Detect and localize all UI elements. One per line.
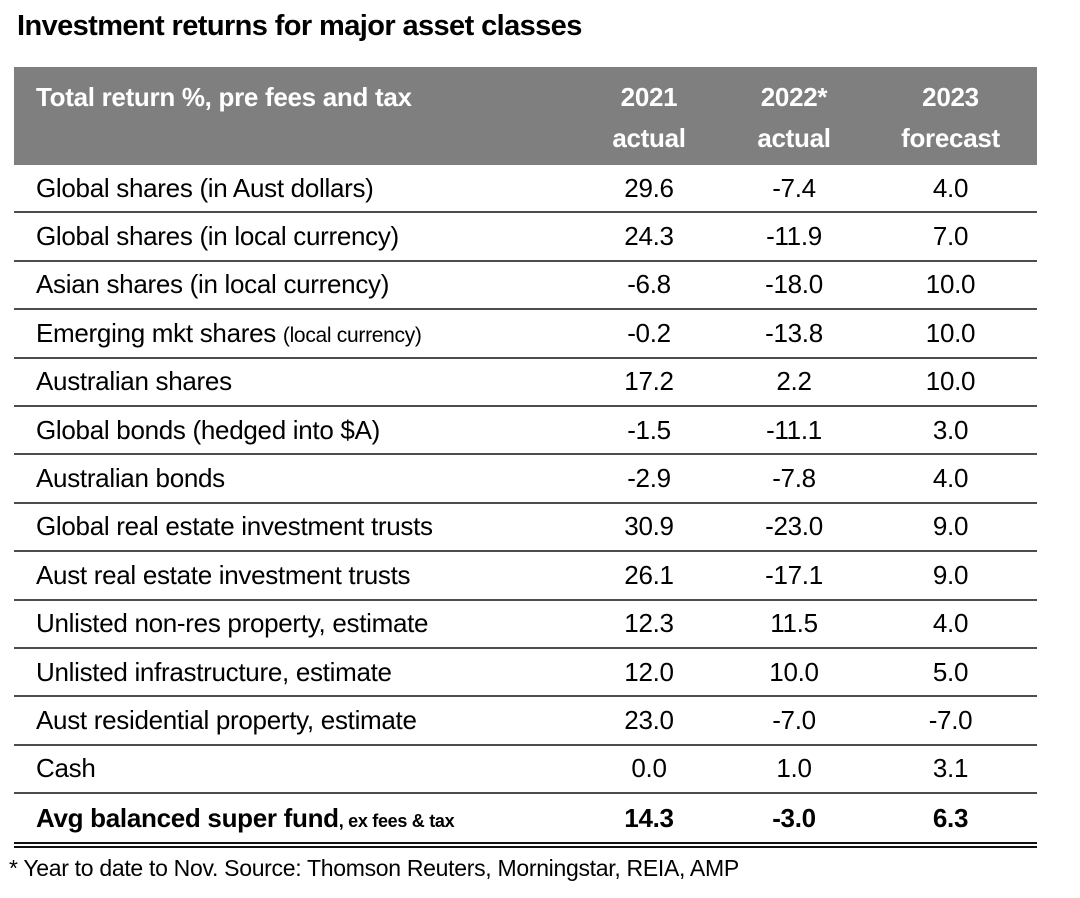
row-value: 12.0 <box>624 656 674 687</box>
row-value: 10.0 <box>925 269 976 300</box>
header-sub-2021: actual <box>612 123 686 153</box>
row-label: Cash <box>36 753 96 784</box>
table-row: Unlisted non-res property, estimate 12.3 1… <box>14 601 1037 649</box>
row-label: Aust residential property, estimate <box>36 704 417 735</box>
header-col-2021: 2021 actual <box>574 67 724 165</box>
row-value: 30.9 <box>624 511 674 542</box>
row-value: 29.6 <box>624 172 674 203</box>
row-value: 0.0 <box>631 753 667 784</box>
table-header-row: Total return %, pre fees and tax 2021 ac… <box>14 67 1037 165</box>
row-label: Global shares (in local currency) <box>36 221 399 252</box>
row-value: 10.0 <box>925 317 976 348</box>
table-row: Asian shares (in local currency) -6.8 -18.… <box>14 262 1037 311</box>
row-value: 6.3 <box>932 802 969 833</box>
header-year-2022: 2022* <box>760 82 828 112</box>
row-value: -2.9 <box>627 463 671 494</box>
source-footnote: * Year to date to Nov. Source: Thomson R… <box>9 855 739 881</box>
row-value: -7.4 <box>772 172 816 203</box>
table-row: Global shares (in Aust dollars) 29.6 -7.4 4… <box>14 165 1037 214</box>
table-row: Cash 0.0 1.0 3.1 <box>14 746 1037 795</box>
page-title: Investment returns for major asset class… <box>17 10 582 42</box>
row-value: 3.0 <box>932 414 969 445</box>
row-label: Global real estate investment trusts <box>36 511 433 542</box>
row-value: -3.0 <box>772 802 816 833</box>
row-value: -13.8 <box>765 317 823 348</box>
row-value: 11.5 <box>770 608 818 639</box>
row-value: -7.8 <box>772 463 816 494</box>
row-value: 14.3 <box>624 802 674 833</box>
table-row: Australian shares 17.2 2.2 10.0 <box>14 359 1037 407</box>
header-sub-2023: forecast <box>901 123 1000 153</box>
header-col-2023: 2023 forecast <box>864 67 1037 165</box>
row-label: Australian shares <box>36 366 232 397</box>
row-label: Unlisted non-res property, estimate <box>36 608 429 639</box>
row-value: -7.0 <box>772 704 816 735</box>
row-value: 1.0 <box>776 753 812 784</box>
table-row: Emerging mkt shares (local currency) -0.2… <box>14 310 1037 359</box>
returns-table: Total return %, pre fees and tax 2021 ac… <box>14 67 1037 849</box>
row-value: 26.1 <box>624 559 674 590</box>
table-row: Aust real estate investment trusts 26.1 -1… <box>14 552 1037 601</box>
row-value: 4.0 <box>932 463 969 494</box>
row-label: Unlisted infrastructure, estimate <box>36 656 392 687</box>
row-value: 4.0 <box>932 608 969 639</box>
table-bottom-border <box>14 842 1037 849</box>
row-value: 2.2 <box>776 366 812 397</box>
table-body: Global shares (in Aust dollars) 29.6 -7.4 4… <box>14 165 1037 842</box>
row-value: 10.0 <box>769 656 819 687</box>
row-label: Aust real estate investment trusts <box>36 559 411 590</box>
row-value: -0.2 <box>627 317 671 348</box>
table-row: Global bonds (hedged into $A) -1.5 -11.1 3.… <box>14 407 1037 456</box>
table-row: Australian bonds -2.9 -7.8 4.0 <box>14 455 1037 504</box>
header-col-2022: 2022* actual <box>724 67 864 165</box>
row-label: Avg balanced super fund, ex fees & tax <box>36 802 455 833</box>
row-value: 24.3 <box>624 221 674 252</box>
row-value: -23.0 <box>765 511 823 542</box>
row-value: 3.1 <box>932 753 969 784</box>
row-value: 9.0 <box>932 559 969 590</box>
header-sub-2022: actual <box>757 123 831 153</box>
row-value: 5.0 <box>932 656 969 687</box>
row-value: 4.0 <box>932 172 969 203</box>
row-value: 12.3 <box>624 608 674 639</box>
header-year-2023: 2023 <box>922 82 979 112</box>
row-value: 17.2 <box>624 366 674 397</box>
table-row: Unlisted infrastructure, estimate 12.0 10.… <box>14 649 1037 698</box>
row-label-suffix: , ex fees & tax <box>338 810 455 831</box>
row-label: Global bonds (hedged into $A) <box>36 414 380 445</box>
row-value: -11.9 <box>766 221 822 252</box>
header-year-2021: 2021 <box>620 82 678 112</box>
row-value: -1.5 <box>627 414 671 445</box>
table-row: Aust residential property, estimate 23.0 -… <box>14 697 1037 746</box>
row-label: Emerging mkt shares (local currency) <box>36 317 422 348</box>
table-row: Global shares (in local currency) 24.3 -11… <box>14 213 1037 262</box>
table-row: Avg balanced super fund, ex fees & tax 14… <box>14 794 1037 842</box>
row-label: Global shares (in Aust dollars) <box>36 172 374 203</box>
row-value: 10.0 <box>925 366 976 397</box>
row-value: -7.0 <box>928 704 973 735</box>
row-value: 23.0 <box>624 704 674 735</box>
row-value: -17.1 <box>765 559 823 590</box>
row-label-small: (local currency) <box>282 323 422 347</box>
row-value: 7.0 <box>932 221 969 252</box>
table-row: Global real estate investment trusts 30.9… <box>14 504 1037 553</box>
row-label: Australian bonds <box>36 463 225 494</box>
row-value: -11.1 <box>766 414 822 445</box>
row-label: Asian shares (in local currency) <box>36 269 390 300</box>
row-value: -18.0 <box>765 269 823 300</box>
header-label: Total return %, pre fees and tax <box>36 82 412 112</box>
row-value: -6.8 <box>627 269 671 300</box>
row-value: 9.0 <box>932 511 969 542</box>
